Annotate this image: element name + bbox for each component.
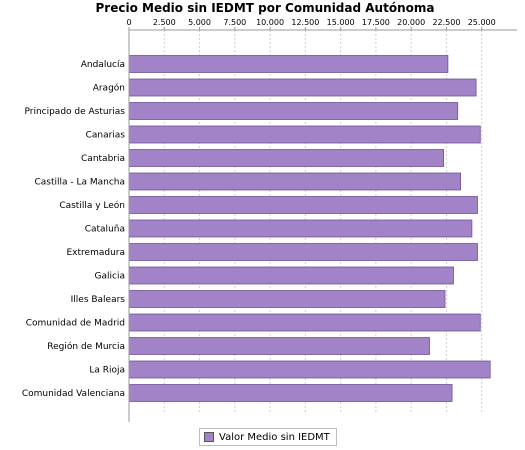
x-tick-label: 12.500 bbox=[291, 18, 319, 27]
y-axis: Andalucía Aragón Principado de Asturias Can… bbox=[22, 60, 125, 399]
category-label: Castilla - La Mancha bbox=[34, 178, 125, 188]
legend-label: Valor Medio sin IEDMT bbox=[219, 431, 330, 443]
bar bbox=[128, 196, 478, 214]
bar bbox=[128, 219, 473, 238]
category-label: Comunidad de Madrid bbox=[26, 319, 125, 329]
category-label: Región de Murcia bbox=[47, 341, 125, 352]
bar bbox=[128, 290, 446, 308]
x-tick-label: 25.000 bbox=[468, 18, 496, 27]
x-tick-label: 5.000 bbox=[188, 18, 211, 27]
bar bbox=[128, 266, 454, 285]
category-label: Extremadura bbox=[67, 248, 126, 258]
bar bbox=[128, 125, 481, 144]
chart-title: Precio Medio sin IEDMT por Comunidad Aut… bbox=[96, 1, 435, 15]
category-label: Principado de Asturias bbox=[24, 107, 125, 117]
x-tick-label: 2.500 bbox=[153, 18, 176, 27]
bar bbox=[128, 360, 491, 379]
bar bbox=[128, 313, 481, 332]
category-label: Illes Balears bbox=[71, 295, 126, 305]
x-tick-label: 15.000 bbox=[327, 18, 355, 27]
category-label: Canarias bbox=[86, 131, 126, 141]
x-tick-label: 17.500 bbox=[362, 18, 390, 27]
category-label: Galicia bbox=[95, 272, 125, 282]
category-label: Cataluña bbox=[85, 225, 125, 235]
x-tick-label: 0 bbox=[126, 18, 131, 27]
x-tick-label: 7.500 bbox=[223, 18, 246, 27]
category-label: Comunidad Valenciana bbox=[22, 389, 125, 399]
category-label: Castilla y León bbox=[59, 200, 125, 211]
bar bbox=[128, 55, 449, 73]
x-tick-label: 10.000 bbox=[256, 18, 284, 27]
legend: Valor Medio sin IEDMT bbox=[199, 428, 337, 446]
category-label: Cantabria bbox=[81, 154, 125, 164]
bar bbox=[128, 102, 459, 120]
legend-swatch bbox=[204, 432, 214, 442]
bar bbox=[128, 243, 478, 261]
category-label: Andalucía bbox=[81, 60, 125, 70]
x-tick-label: 22.500 bbox=[432, 18, 460, 27]
category-label: Aragón bbox=[93, 83, 125, 94]
bar bbox=[128, 384, 453, 402]
bar bbox=[128, 149, 445, 167]
bar bbox=[128, 337, 430, 355]
x-tick-label: 20.000 bbox=[397, 18, 425, 27]
category-label: La Rioja bbox=[89, 366, 125, 376]
bar bbox=[128, 78, 477, 97]
bar bbox=[128, 172, 462, 191]
bars bbox=[128, 55, 491, 402]
x-axis: 0 2.500 5.000 7.500 10.000 12.500 15.000 17.500… bbox=[126, 18, 517, 31]
